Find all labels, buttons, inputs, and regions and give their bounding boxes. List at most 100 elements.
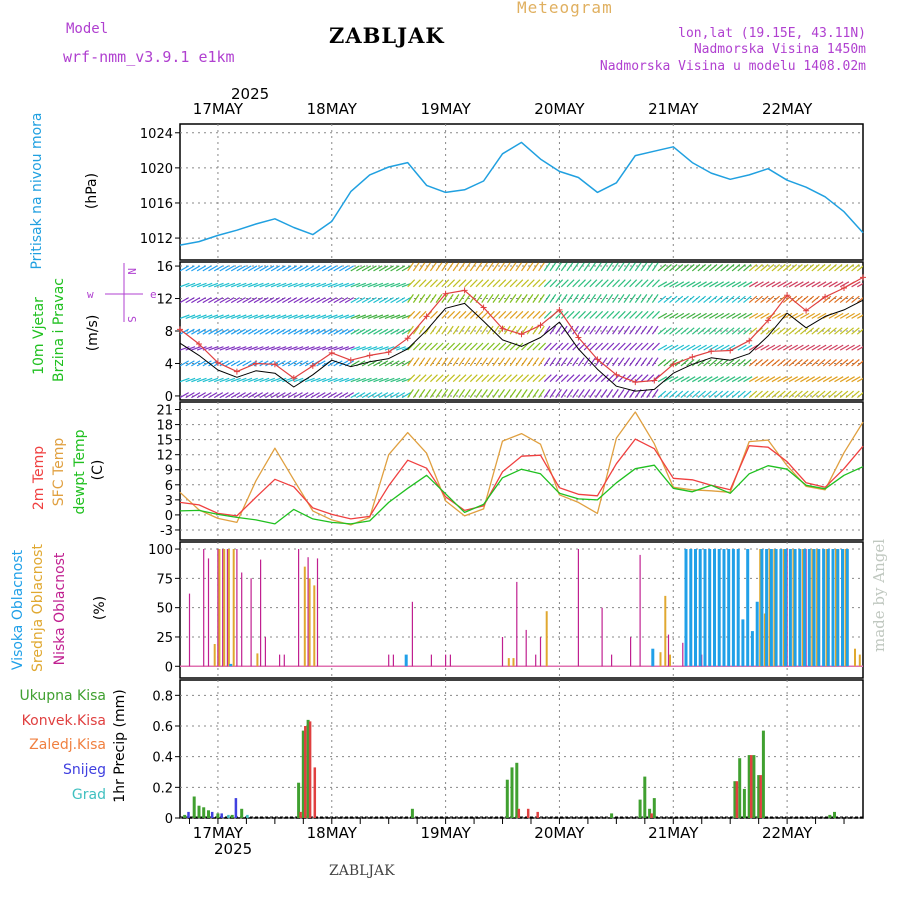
- sfc-temp-line: [179, 411, 864, 526]
- wind-arrow: [646, 279, 655, 288]
- wind-arrow: [737, 281, 747, 288]
- wind-arrow: [447, 262, 454, 272]
- wind-arrow: [640, 389, 648, 398]
- wind-arrow: [452, 262, 460, 272]
- wind-arrow: [276, 297, 286, 304]
- wind-arrow: [834, 344, 844, 351]
- wind-arrow: [498, 262, 505, 272]
- wind-arrow: [748, 295, 758, 304]
- wind-arrow: [726, 359, 735, 367]
- wind-arrow: [310, 265, 320, 272]
- wind-arrow: [532, 374, 541, 383]
- wind-arrow: [248, 297, 258, 304]
- wind-arrow: [276, 346, 287, 351]
- wind-arrow: [213, 282, 224, 288]
- wind-arrow: [435, 342, 444, 351]
- wind-arrow: [333, 282, 344, 288]
- wind-arrow: [225, 346, 236, 351]
- wind-arrow: [219, 360, 229, 367]
- wind-arrow: [339, 297, 349, 304]
- wind-arrow: [310, 346, 321, 351]
- wind-arrow: [560, 357, 568, 367]
- wind-arrow: [566, 294, 574, 303]
- wind-arrow: [492, 357, 500, 367]
- snow-label: Snijeg: [63, 762, 106, 778]
- wind-arrow: [498, 374, 507, 383]
- wind-arrow: [583, 279, 592, 288]
- wind-arrow: [543, 325, 551, 335]
- wind-arrow: [367, 265, 377, 272]
- wind-gust-marker: [632, 379, 639, 386]
- wind-arrow: [486, 357, 494, 367]
- wind-arrow: [293, 392, 303, 399]
- wind-arrow: [225, 392, 235, 399]
- wind-arrow: [646, 389, 653, 398]
- wind-arrow: [674, 264, 684, 272]
- wind-arrow: [265, 282, 276, 288]
- wind-arrow: [339, 346, 350, 351]
- panel-grids: [175, 124, 863, 819]
- wind-arrow: [828, 376, 838, 383]
- wind-arrow: [407, 357, 414, 367]
- wind-arrow: [515, 374, 524, 383]
- lonlat-info: lon,lat (19.15E, 43.11N): [678, 26, 866, 41]
- wind-arrow: [743, 264, 752, 272]
- wind-arrow: [634, 279, 643, 288]
- wind-arrow: [486, 389, 494, 398]
- wind-arrow: [282, 297, 292, 304]
- wind-arrow: [378, 346, 389, 351]
- wind-arrow: [412, 357, 420, 367]
- precip-ytick-label: 0.4: [152, 751, 173, 766]
- wind-arrow: [180, 360, 189, 367]
- wind-arrow: [322, 265, 332, 272]
- wind-arrow: [486, 325, 494, 335]
- wind-arrow: [765, 281, 776, 288]
- wind-arrow: [475, 310, 484, 319]
- wind-arrow: [481, 357, 488, 367]
- wind-arrow: [805, 344, 816, 351]
- wind-arrow: [469, 310, 478, 319]
- wind-arrow: [481, 389, 488, 398]
- wind-arrow: [180, 282, 190, 288]
- wind-arrow: [276, 377, 287, 383]
- wind-gust-marker: [499, 325, 506, 332]
- wind-arrow: [447, 389, 454, 398]
- wind-arrow: [515, 294, 522, 303]
- wind-arrow: [327, 377, 338, 383]
- wind-arrow: [452, 342, 461, 351]
- wind-arrow: [856, 297, 863, 304]
- wind-arrow: [703, 264, 712, 272]
- wind-arrow: [800, 312, 810, 319]
- wind-arrow: [771, 344, 781, 351]
- wind-arrow: [316, 314, 327, 319]
- wind-arrow: [748, 344, 759, 351]
- wind-arrow: [230, 282, 241, 288]
- wind-arrow: [458, 325, 466, 335]
- wind-arrow: [549, 342, 558, 351]
- wind-arrow: [634, 342, 643, 351]
- wind-arrow: [475, 325, 483, 335]
- wind-arrow: [651, 294, 659, 303]
- wind-gust-marker: [347, 357, 354, 364]
- wind-arrow: [834, 327, 843, 335]
- wind-arrow: [316, 328, 326, 335]
- wind-arrow: [350, 328, 360, 335]
- top-date-label: 21MAY: [648, 100, 699, 118]
- wind-arrow: [811, 264, 820, 272]
- wind-arrow: [333, 346, 344, 351]
- wind-arrow: [384, 346, 395, 351]
- wind-arrow: [367, 314, 378, 319]
- wind-arrow: [503, 294, 511, 303]
- wind-arrow: [566, 279, 575, 288]
- wind-arrow: [663, 390, 672, 399]
- wind-arrow: [600, 279, 609, 288]
- wind-arrow: [441, 294, 449, 303]
- wind-arrow: [441, 342, 450, 351]
- wind-arrow: [743, 344, 753, 351]
- wind-arrow: [782, 264, 792, 272]
- wind-arrow: [577, 294, 585, 303]
- wind-arrow: [441, 389, 449, 398]
- hail-label: Grad: [72, 787, 106, 803]
- wind-arrow: [213, 314, 224, 319]
- wind-arrow: [390, 297, 400, 304]
